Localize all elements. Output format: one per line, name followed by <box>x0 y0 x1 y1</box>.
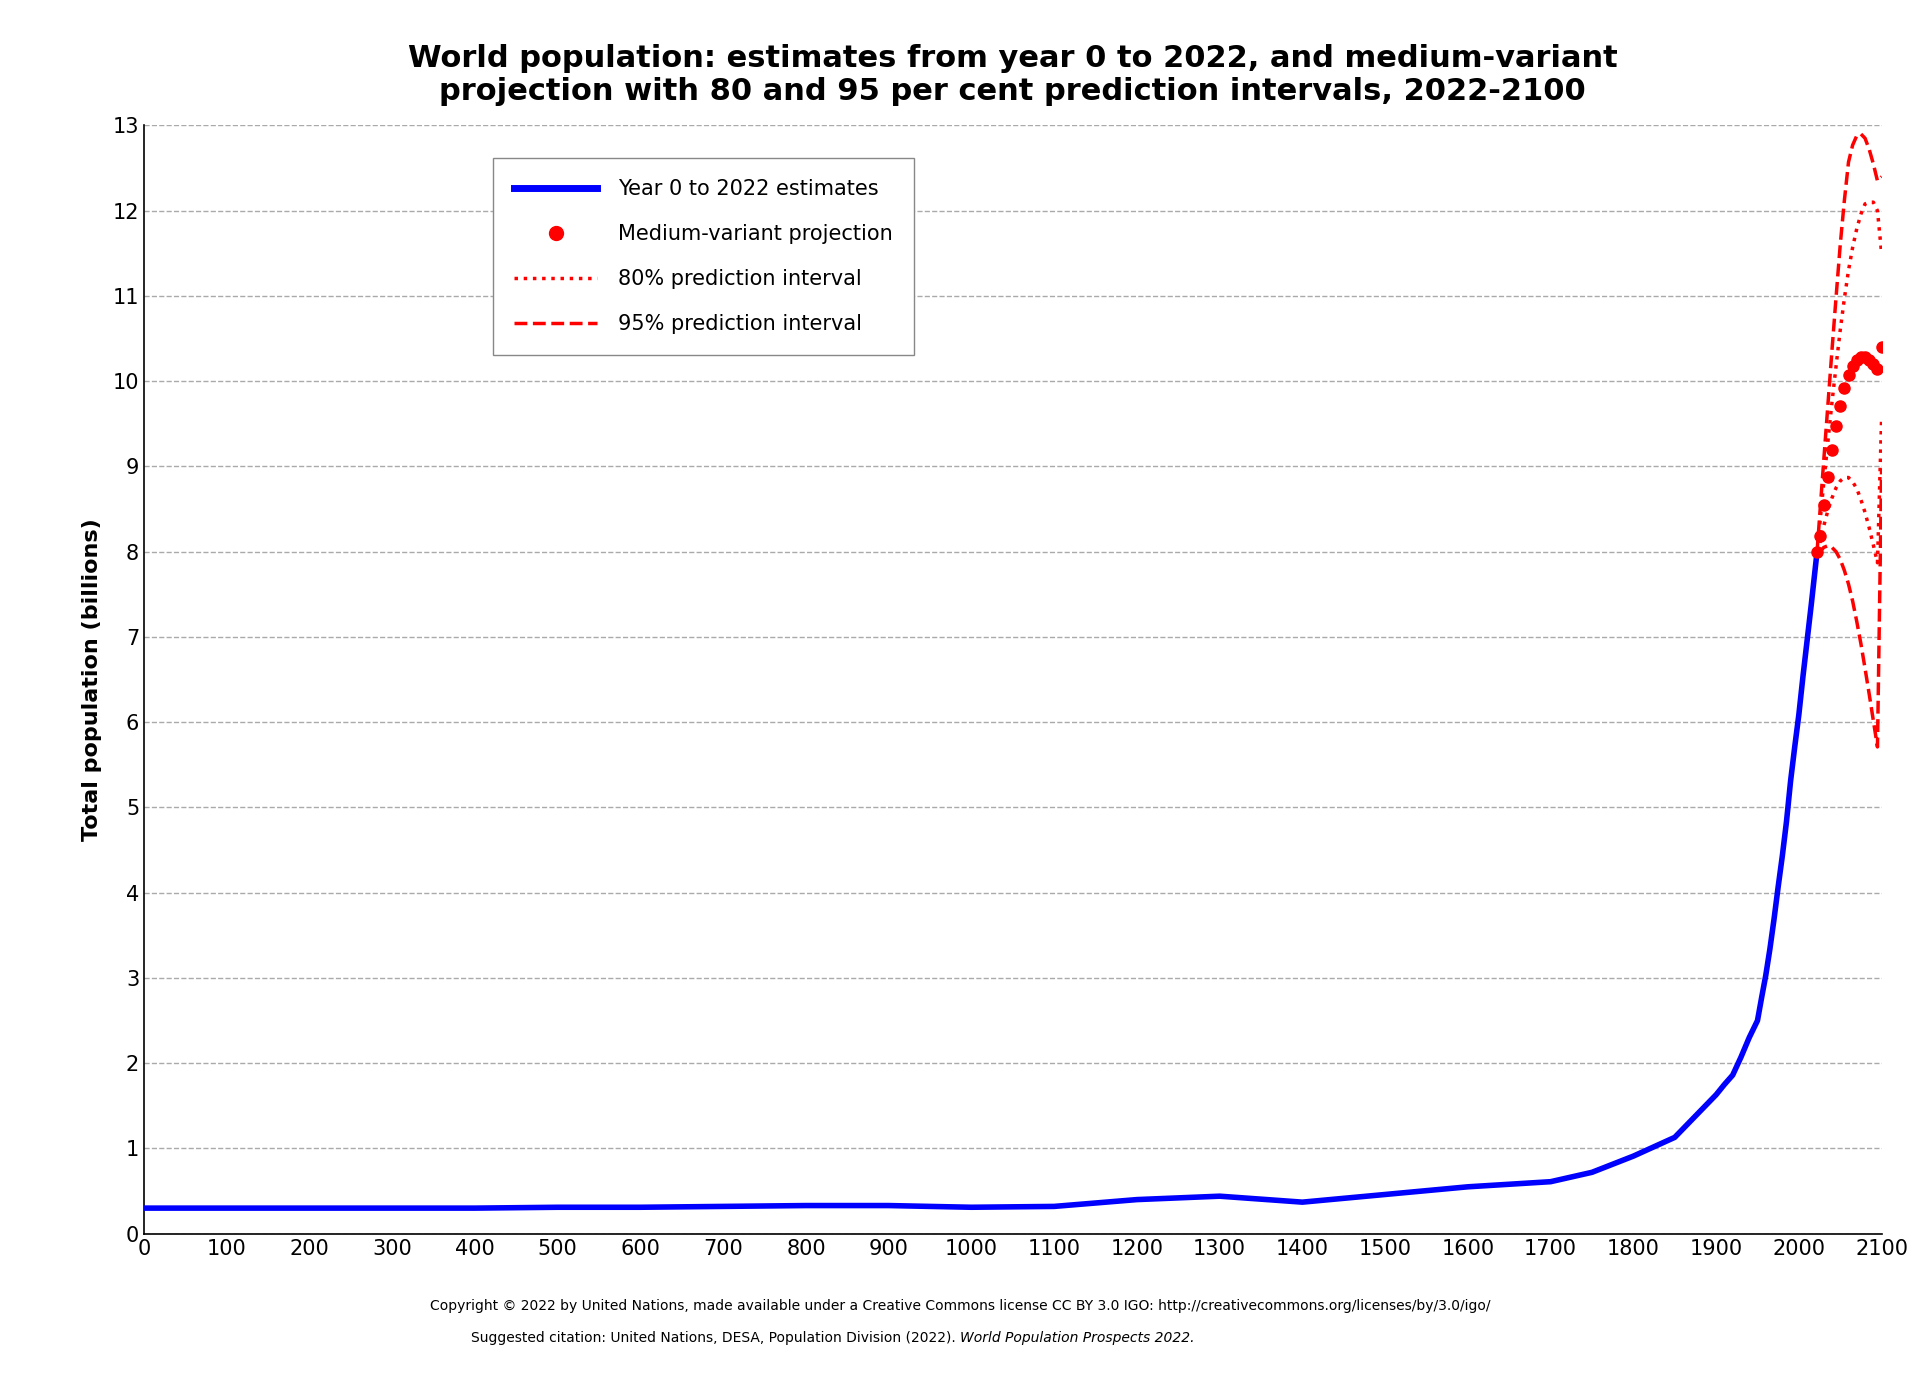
Text: Suggested citation: United Nations, DESA, Population Division (2022).: Suggested citation: United Nations, DESA… <box>470 1331 960 1345</box>
Title: World population: estimates from year 0 to 2022, and medium-variant
projection w: World population: estimates from year 0 … <box>407 43 1619 106</box>
Text: Copyright © 2022 by United Nations, made available under a Creative Commons lice: Copyright © 2022 by United Nations, made… <box>430 1299 1490 1313</box>
Legend: Year 0 to 2022 estimates, Medium-variant projection, 80% prediction interval, 95: Year 0 to 2022 estimates, Medium-variant… <box>493 158 914 354</box>
Text: World Population Prospects 2022.: World Population Prospects 2022. <box>960 1331 1194 1345</box>
Y-axis label: Total population (billions): Total population (billions) <box>81 519 102 841</box>
